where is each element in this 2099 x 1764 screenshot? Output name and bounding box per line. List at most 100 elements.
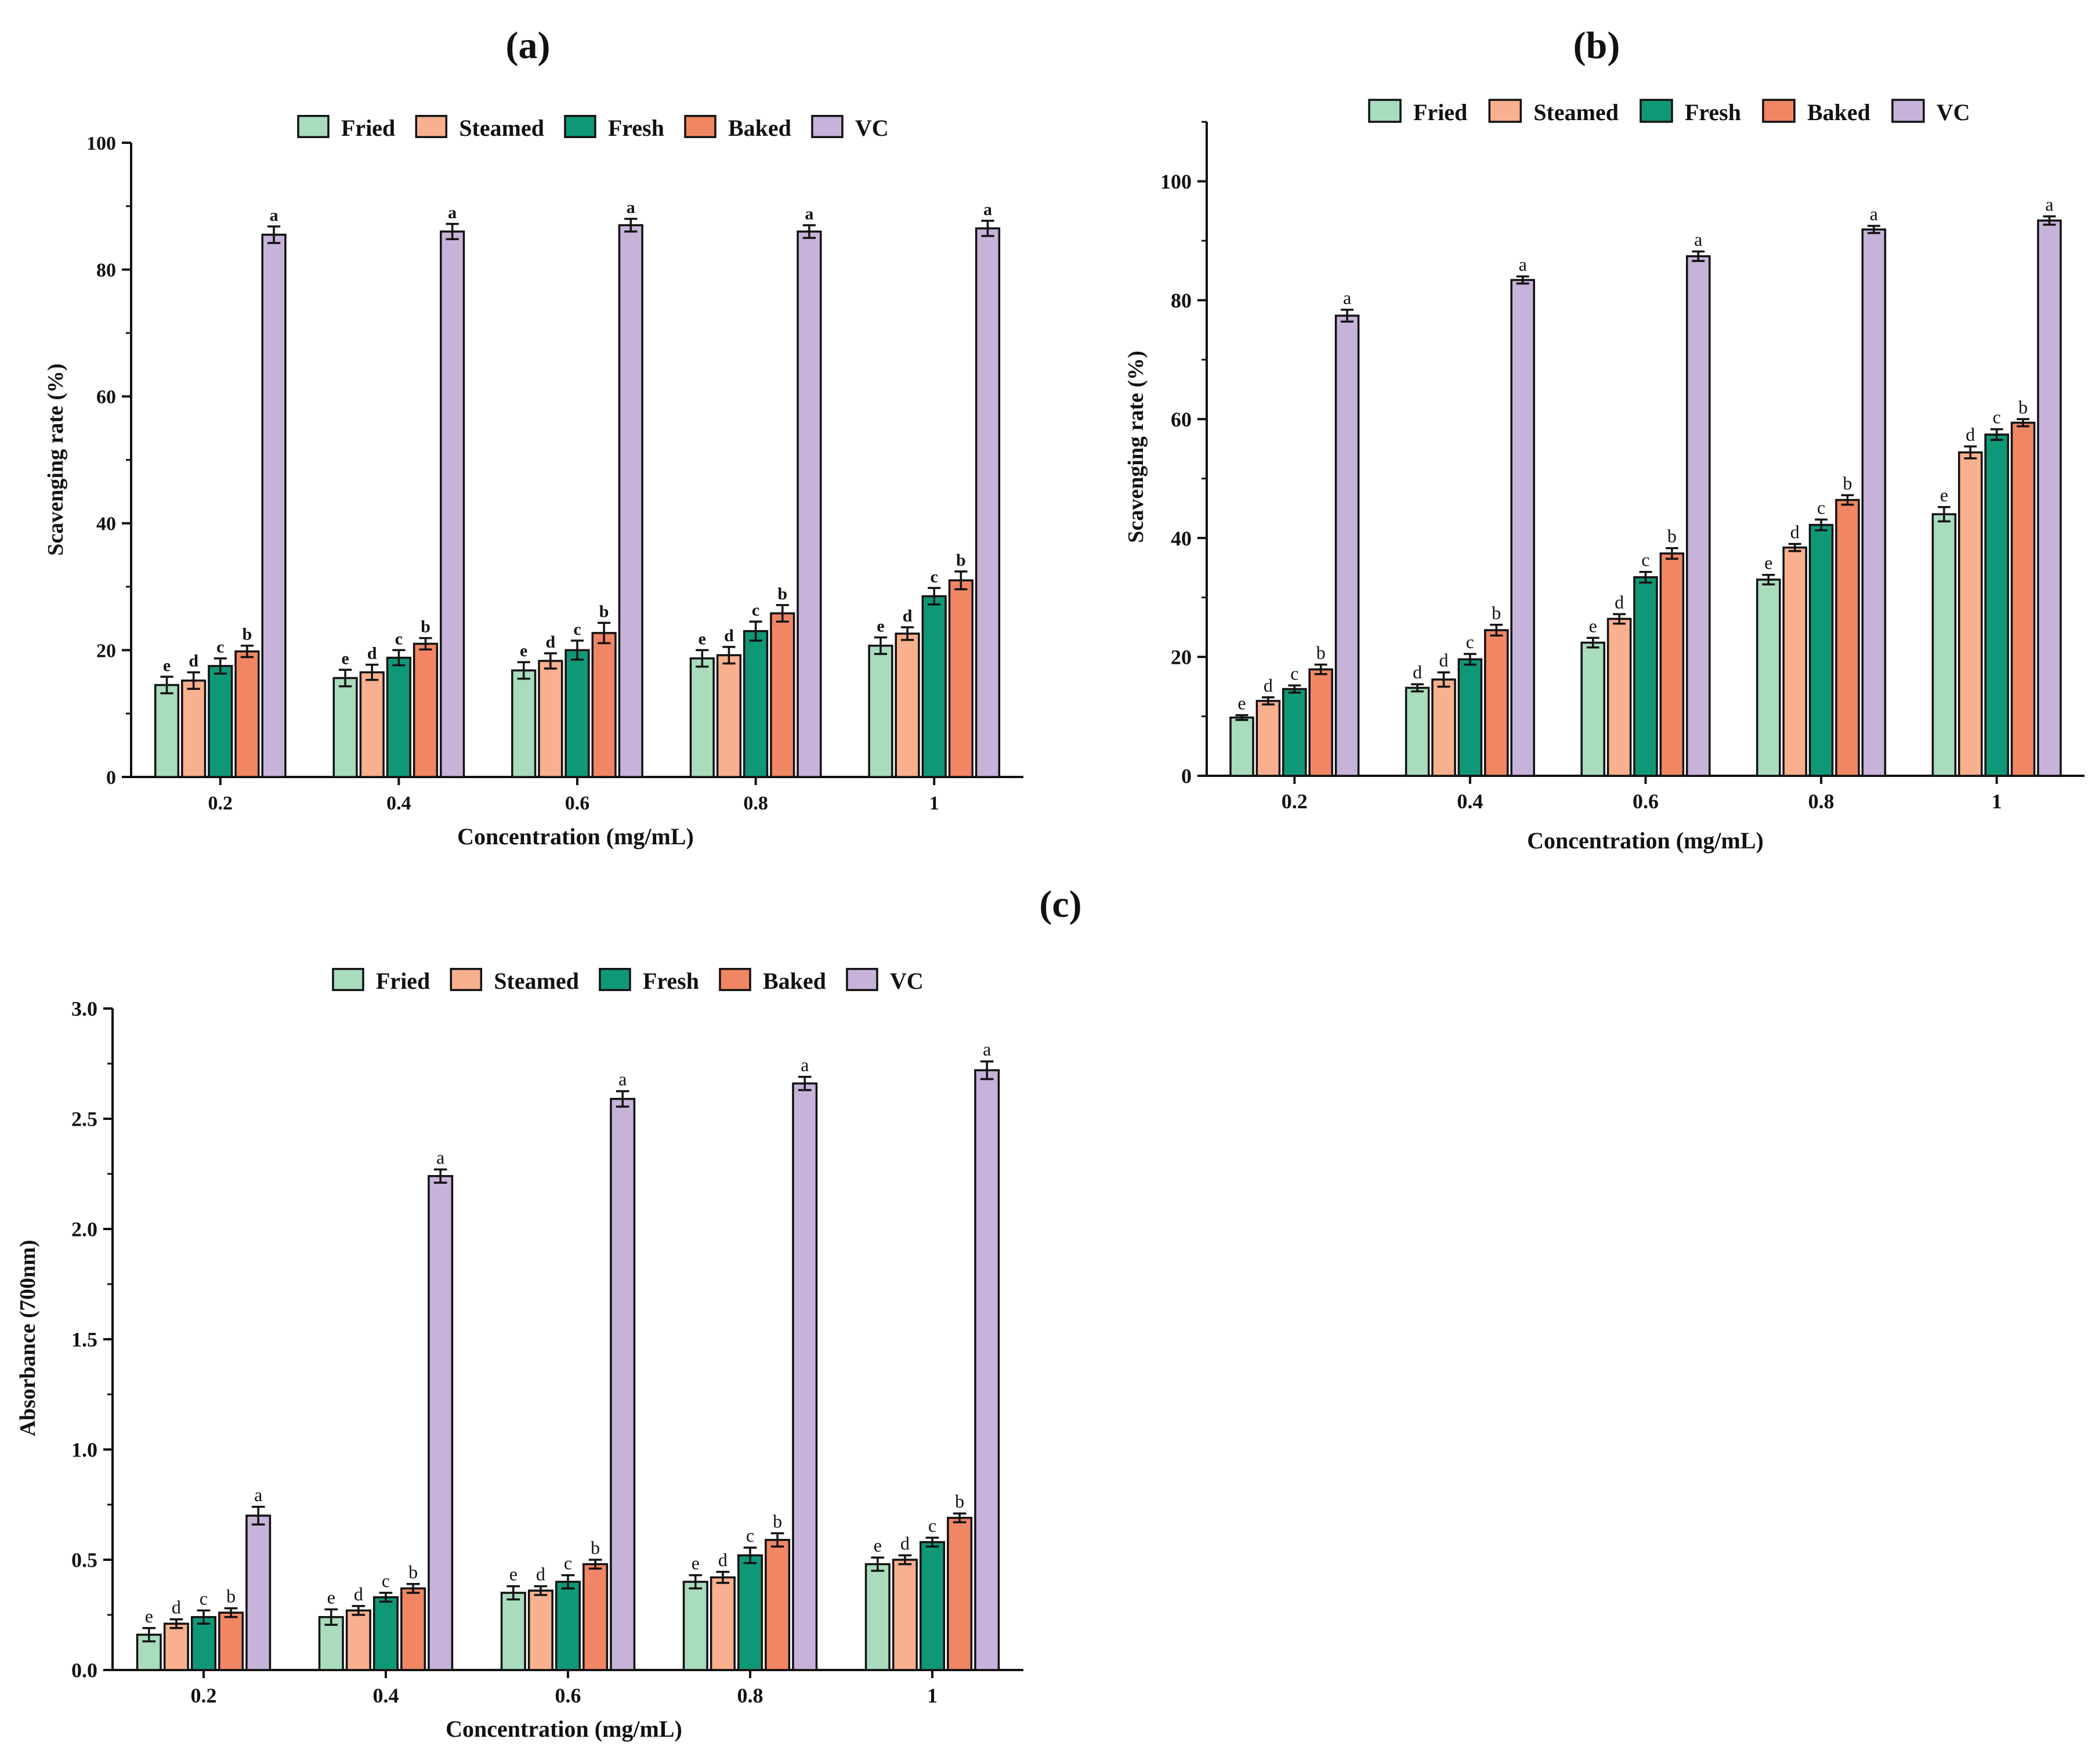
- chart-panel-a: (a) Fried Steamed Fresh Baked VC 02040608010…: [44, 24, 1023, 850]
- legend-label: Steamed: [459, 115, 544, 141]
- significance-letter: b: [1316, 642, 1326, 663]
- legend-label: Fresh: [608, 115, 664, 141]
- significance-letter: d: [189, 652, 198, 671]
- error-bar: [1613, 613, 1626, 625]
- significance-letter: d: [354, 1584, 363, 1604]
- legend-label: Steamed: [1533, 99, 1619, 125]
- significance-letter: e: [520, 641, 527, 660]
- error-bar: [561, 1574, 575, 1590]
- error-bar: [588, 1559, 602, 1570]
- bar-baked: [218, 1611, 244, 1671]
- significance-letter: d: [724, 626, 734, 645]
- error-bar: [1937, 506, 1950, 523]
- significance-letter: d: [367, 644, 377, 663]
- significance-letter: a: [254, 1484, 262, 1505]
- legend-label: Fresh: [1685, 99, 1741, 125]
- bar-fried: [864, 1563, 891, 1671]
- significance-letter: b: [1492, 602, 1501, 623]
- bar-fresh: [208, 664, 233, 778]
- legend-item-vc: VC: [811, 115, 889, 141]
- bar-steamed: [895, 632, 920, 778]
- error-bar: [871, 1556, 885, 1572]
- bar-baked: [1835, 498, 1860, 777]
- y-tick-label: 1.0: [71, 1438, 97, 1462]
- x-tick-label: 0.6: [555, 1684, 581, 1707]
- bar-fresh: [1282, 688, 1307, 777]
- error-bar: [722, 646, 736, 665]
- significance-letter: d: [1615, 591, 1624, 612]
- y-tick-label: 20: [1171, 646, 1192, 669]
- significance-letter: b: [408, 1561, 418, 1582]
- y-tick-label: 0.5: [71, 1549, 97, 1572]
- bar-baked: [1484, 629, 1509, 777]
- x-axis-label-b: Concentration (mg/mL): [1527, 827, 1764, 854]
- y-tick-label: 0: [1181, 765, 1192, 788]
- bar-fresh: [555, 1581, 581, 1671]
- legend-swatch: [332, 968, 364, 991]
- error-bar: [1314, 663, 1327, 675]
- significance-letter: c: [752, 601, 759, 620]
- legend-item-steamed: Steamed: [415, 115, 544, 141]
- bar-vc: [1861, 228, 1887, 777]
- significance-letter: c: [200, 1588, 208, 1608]
- legend-item-steamed: Steamed: [1488, 99, 1619, 125]
- legend-label: Fresh: [643, 968, 699, 994]
- significance-letter: b: [243, 625, 252, 644]
- error-bar: [1788, 543, 1801, 552]
- legend-label: VC: [1937, 99, 1970, 125]
- error-bar: [696, 649, 709, 668]
- bar-baked: [948, 579, 973, 778]
- error-bar: [776, 604, 789, 623]
- error-bar: [433, 1168, 447, 1184]
- error-bar: [598, 621, 611, 645]
- significance-letter: a: [448, 203, 457, 222]
- error-bar: [365, 663, 379, 681]
- bar-vc: [440, 230, 465, 778]
- error-bar: [1411, 683, 1424, 693]
- bar-fresh: [564, 649, 590, 778]
- legend-label: Fried: [1413, 99, 1467, 125]
- error-bar: [900, 626, 914, 641]
- error-bar: [1586, 637, 1599, 649]
- significance-letter: b: [773, 1510, 782, 1531]
- error-bar: [251, 1506, 265, 1526]
- legend-item-steamed: Steamed: [450, 968, 579, 994]
- error-bar: [980, 1060, 994, 1080]
- bar-vc: [245, 1514, 272, 1671]
- error-bar: [197, 1609, 211, 1625]
- bar-fried: [1756, 579, 1781, 777]
- legend-label: VC: [890, 968, 924, 994]
- legend-item-fried: Fried: [332, 968, 430, 994]
- significance-letter: c: [928, 1515, 936, 1536]
- error-bar: [898, 1554, 912, 1566]
- significance-letter: c: [931, 567, 938, 586]
- significance-letter: e: [341, 649, 349, 668]
- bar-fresh: [190, 1616, 217, 1671]
- significance-letter: d: [546, 632, 556, 652]
- legend-item-baked: Baked: [1762, 99, 1870, 125]
- bar-fresh: [1457, 658, 1483, 777]
- x-axis-label-c: Concentration (mg/mL): [446, 1716, 682, 1742]
- y-axis-b: 0 20 40 60 80 100: [1160, 121, 1208, 788]
- error-bar: [339, 668, 352, 688]
- error-bar: [1341, 309, 1354, 323]
- legend-swatch: [415, 115, 448, 138]
- significance-letter: d: [903, 606, 913, 626]
- significance-letter: e: [692, 1553, 700, 1574]
- bar-baked: [400, 1587, 426, 1671]
- bar-steamed: [1782, 546, 1807, 777]
- bar-fried: [332, 677, 358, 778]
- significance-letter: a: [618, 1069, 627, 1090]
- error-bar: [224, 1607, 238, 1618]
- bar-fresh: [737, 1554, 763, 1671]
- y-tick-label: 2.5: [71, 1108, 97, 1131]
- y-tick-label: 100: [86, 133, 116, 154]
- y-tick-label: 80: [1171, 289, 1192, 312]
- bar-vc: [428, 1175, 454, 1671]
- bar-steamed: [1255, 700, 1281, 777]
- bar-vc: [261, 233, 287, 778]
- x-tick-label: 0.2: [1282, 790, 1308, 813]
- bar-fresh: [1633, 576, 1658, 777]
- error-bar: [240, 644, 254, 659]
